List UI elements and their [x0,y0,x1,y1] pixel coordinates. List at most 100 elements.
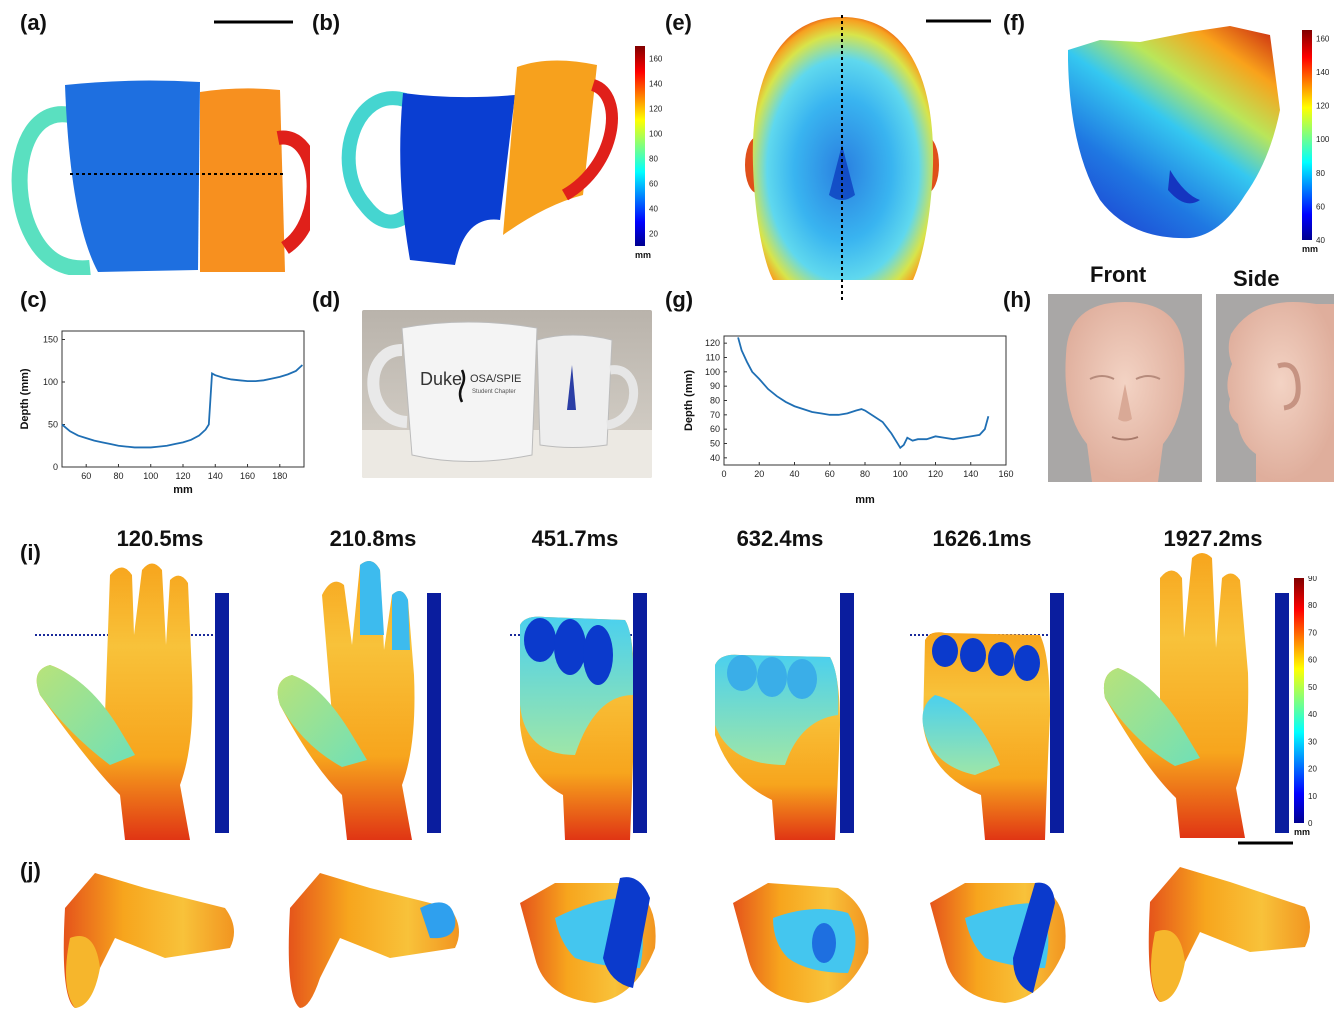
colorbar-tick: 80 [1308,601,1317,610]
ear [1277,362,1301,411]
colorbar-tick: 40 [649,205,658,214]
knuckle-3 [988,642,1014,676]
panel-label-e: (e) [665,10,692,35]
thumb [1103,668,1200,766]
x-tick-label: 0 [721,469,726,479]
mug-depth-map [11,20,310,275]
x-tick-label: 120 [928,469,943,479]
colorbar-unit: mm [635,250,651,260]
mug-orange-3d [503,60,597,235]
colorbar-tick: 50 [1308,683,1317,692]
knuckle-3 [583,625,613,685]
time-label-3: 451.7ms [531,526,619,551]
knuckle-4 [1014,645,1040,681]
colorbar-unit: mm [1294,827,1310,837]
y-tick-label: 90 [710,381,720,391]
x-axis-label: mm [173,484,193,495]
colorbar-tick: 140 [1316,68,1330,77]
y-tick-label: 100 [705,367,720,377]
x-axis-label: mm [855,494,875,505]
knuckle-2 [554,619,586,675]
y-tick-label: 50 [710,439,720,449]
x-tick-label: 160 [998,469,1013,479]
panel-label-h: (h) [1003,287,1032,312]
photo-label-side: Side [1233,266,1280,291]
y-tick-label: 40 [710,453,720,463]
colorbar-tick: 140 [649,80,663,89]
knuckle-1 [932,635,958,667]
knuckle-2 [960,638,986,672]
mannequin-profile [1227,302,1334,482]
colorbar-tick: 60 [1308,656,1317,665]
colorbar-tick: 0 [1308,819,1313,828]
knuckles-3d [1013,882,1055,993]
mug-handle-left-3d [341,91,412,229]
thumb [36,665,135,765]
nose [1118,384,1132,422]
hand-depth-1 [35,563,229,840]
y-axis-label: Depth (mm) [683,370,695,431]
colorbar-tick: 100 [649,130,663,139]
panel-label-d: (d) [312,287,341,312]
mug-orange [200,88,285,273]
hand-depth-4 [715,593,854,840]
colorbar-tick: 80 [1316,169,1325,178]
colorbar-tick: 60 [649,180,658,189]
colorbar-tick: 10 [1308,792,1317,801]
hand-3d-2 [288,873,459,1008]
fingertips-3d [420,902,456,939]
mug-badge: OSA/SPIE [470,373,521,385]
reference-board [427,593,441,833]
hand-surface [36,563,193,840]
colorbar-tick: 160 [1316,34,1330,43]
hand-3d-4 [733,883,869,1003]
mannequin-front-photo [1048,294,1202,482]
thumb-3d [1151,930,1185,1002]
colorbar-tick: 40 [1316,236,1325,245]
colorbar-mug: 160 140 120 100 80 60 40 20 mm [635,44,675,279]
y-tick-label: 80 [710,396,720,406]
y-tick-label: 60 [710,424,720,434]
chart-c: 60 80 100 120 140 160 180 0 50 100 150 mm Depth (mm) [19,330,305,495]
y-tick-label: 50 [48,420,58,430]
knuckle-3d [812,923,836,963]
x-tick-label: 180 [272,471,287,481]
colorbar-tick: 40 [1308,710,1317,719]
time-label-5: 1626.1ms [932,526,1032,551]
hand-surface [1103,553,1249,838]
x-tick-label: 60 [81,471,91,481]
colorbar-tick: 80 [649,155,658,164]
knuckle-1 [727,655,757,691]
mug-handle-left [11,106,91,275]
hand-3d-surface [1148,867,1310,1002]
hand-depth-2 [277,561,441,840]
plot-frame [723,335,1007,466]
thumb-3d [66,936,100,1008]
mug-logo-mark [458,369,466,403]
hand-3d-5 [930,882,1066,1003]
mug-back-logo [567,365,576,410]
photo-label-front: Front [1090,262,1147,287]
reference-board [1050,593,1064,833]
colorbar-tick: 30 [1308,737,1317,746]
x-tick-label: 140 [208,471,223,481]
hand-scale-bar [1238,841,1293,845]
y-tick-label: 110 [706,353,720,363]
hand-surface [923,632,1050,840]
fingertips [360,561,410,650]
x-tick-label: 80 [860,469,870,479]
mug-blue-3d [400,93,515,265]
hand-3d-surface [63,873,234,1008]
hand-3d-1 [63,873,234,1008]
colorbar-hand: 90 80 70 60 50 40 30 20 10 0 mm [1294,574,1334,856]
colorbar-gradient [1302,30,1312,240]
hand-depth-3 [510,593,647,840]
hand-3d-surface [288,873,459,1008]
panel-label-a: (a) [20,10,47,35]
mug-back [536,334,613,448]
panel-label-c: (c) [20,287,47,312]
x-tick-label: 160 [240,471,255,481]
mug-front-handle [367,344,408,428]
knuckles-3d [603,877,650,988]
panel-label-i: (i) [20,540,41,565]
